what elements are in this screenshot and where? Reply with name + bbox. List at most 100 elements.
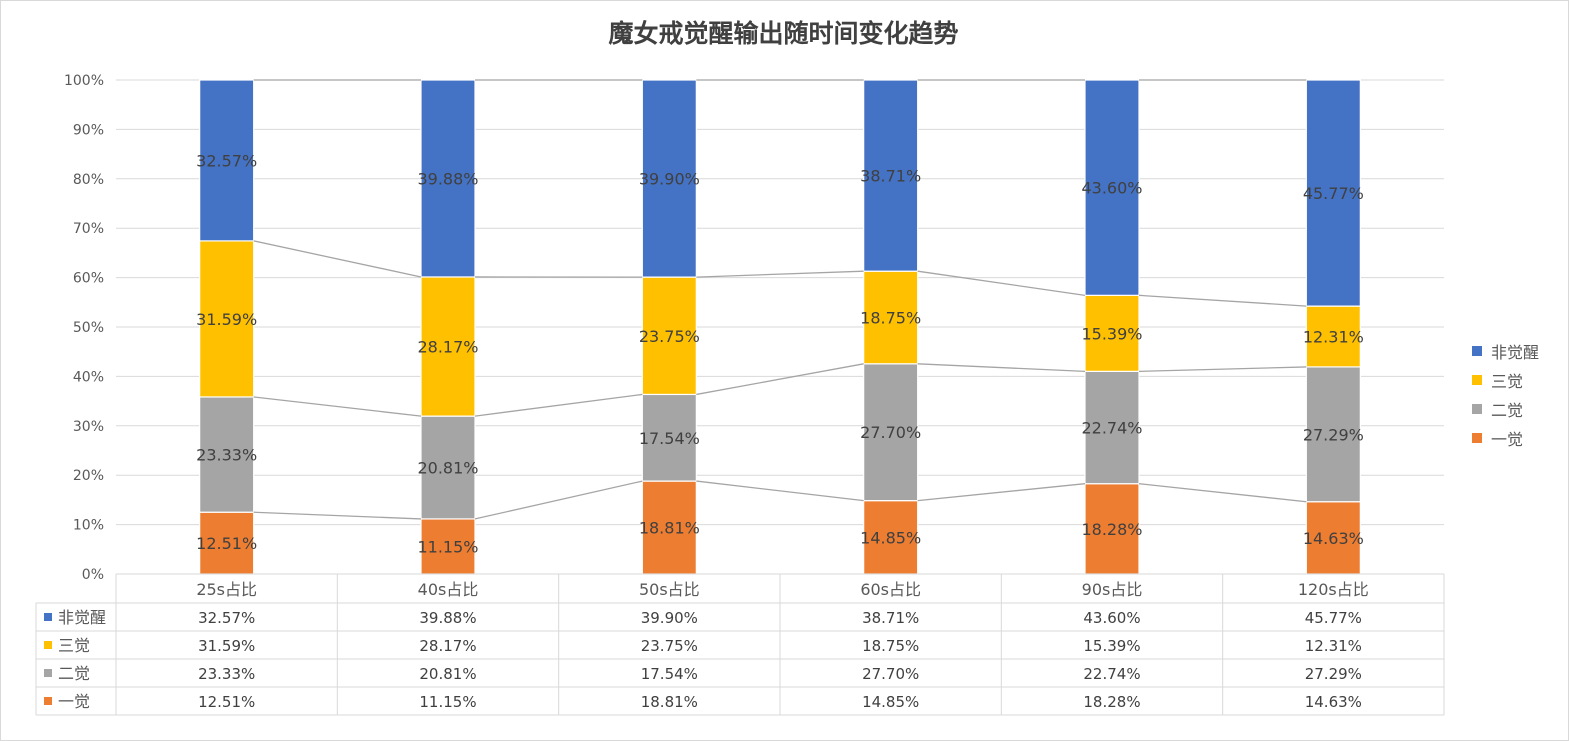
category-label: 50s占比 bbox=[639, 580, 700, 599]
legend-label: 一觉 bbox=[1491, 429, 1524, 449]
data-label: 45.77% bbox=[1303, 184, 1364, 203]
series-line bbox=[917, 483, 1086, 502]
table-cell: 14.85% bbox=[862, 693, 919, 711]
bar-segment bbox=[641, 480, 697, 575]
series-line bbox=[1138, 294, 1307, 307]
series-line bbox=[474, 480, 643, 520]
table-cell: 39.90% bbox=[641, 609, 698, 627]
bar-segment bbox=[199, 511, 255, 575]
series-line bbox=[1138, 366, 1307, 373]
legend-swatch bbox=[1472, 345, 1482, 356]
data-label: 11.15% bbox=[417, 537, 478, 556]
table-cell: 45.77% bbox=[1305, 609, 1362, 627]
legend-item: 一觉 bbox=[1472, 423, 1539, 452]
y-tick-label: 20% bbox=[73, 468, 104, 484]
category-label: 40s占比 bbox=[418, 580, 479, 599]
table-cell: 11.15% bbox=[419, 693, 476, 711]
bar-segment bbox=[641, 276, 697, 396]
data-label: 23.33% bbox=[196, 446, 257, 465]
y-tick-label: 10% bbox=[73, 518, 104, 534]
category-label: 120s占比 bbox=[1298, 580, 1369, 599]
y-tick-label: 0% bbox=[82, 567, 104, 583]
legend-label: 二觉 bbox=[1491, 400, 1524, 420]
table-row-swatch bbox=[44, 697, 52, 705]
table-cell: 23.75% bbox=[641, 637, 698, 655]
table-cell: 12.31% bbox=[1305, 637, 1362, 655]
bar-segment bbox=[1084, 370, 1140, 485]
data-label: 22.74% bbox=[1081, 419, 1142, 438]
data-label: 18.81% bbox=[639, 519, 700, 538]
table-cell: 22.74% bbox=[1083, 665, 1140, 683]
legend-item: 三觉 bbox=[1472, 365, 1539, 394]
series-line bbox=[253, 511, 422, 520]
y-tick-label: 30% bbox=[73, 419, 104, 435]
table-cell: 20.81% bbox=[419, 665, 476, 683]
series-line bbox=[917, 363, 1086, 373]
chart-legend: 非觉醒 三觉 二觉 一觉 bbox=[1472, 336, 1539, 452]
legend-label: 非觉醒 bbox=[1491, 342, 1540, 362]
table-cell: 31.59% bbox=[198, 637, 255, 655]
table-cell: 27.70% bbox=[862, 665, 919, 683]
data-label: 32.57% bbox=[196, 151, 257, 170]
bar-segment bbox=[420, 79, 476, 278]
table-row-label: 二觉 bbox=[58, 664, 90, 683]
data-label: 20.81% bbox=[417, 459, 478, 478]
series-line bbox=[474, 393, 643, 417]
table-cell: 32.57% bbox=[198, 609, 255, 627]
bar-segment bbox=[1084, 79, 1140, 296]
y-tick-label: 60% bbox=[73, 271, 104, 287]
data-label: 28.17% bbox=[417, 338, 478, 357]
legend-swatch bbox=[1472, 403, 1482, 414]
y-tick-label: 70% bbox=[73, 221, 104, 237]
table-cell: 15.39% bbox=[1083, 637, 1140, 655]
series-line bbox=[1138, 483, 1307, 503]
chart-title: 魔女戒觉醒输出随时间变化趋势 bbox=[608, 19, 959, 48]
data-label: 27.70% bbox=[860, 423, 921, 442]
y-tick-label: 90% bbox=[73, 122, 104, 138]
table-cell: 39.88% bbox=[419, 609, 476, 627]
data-label: 17.54% bbox=[639, 429, 700, 448]
series-line bbox=[696, 363, 864, 396]
table-row-swatch bbox=[44, 669, 52, 677]
series-line bbox=[253, 240, 422, 278]
y-tick-label: 80% bbox=[73, 172, 104, 188]
bar-segment bbox=[863, 270, 919, 365]
data-label: 31.59% bbox=[196, 310, 257, 329]
table-cell: 17.54% bbox=[641, 665, 698, 683]
bar-segment bbox=[641, 393, 697, 482]
data-label: 39.90% bbox=[639, 170, 700, 189]
table-row-label: 非觉醒 bbox=[58, 608, 106, 627]
table-cell: 23.33% bbox=[198, 665, 255, 683]
data-label: 23.75% bbox=[639, 327, 700, 346]
category-label: 60s占比 bbox=[860, 580, 921, 599]
y-tick-label: 50% bbox=[73, 320, 104, 336]
table-row-swatch bbox=[44, 613, 52, 621]
table-cell: 18.28% bbox=[1083, 693, 1140, 711]
category-label: 25s占比 bbox=[196, 580, 257, 599]
table-cell: 18.81% bbox=[641, 693, 698, 711]
data-label: 38.71% bbox=[860, 167, 921, 186]
bar-segment bbox=[1305, 79, 1361, 307]
legend-item: 非觉醒 bbox=[1472, 336, 1539, 365]
series-line bbox=[253, 396, 422, 417]
bar-segment bbox=[420, 276, 476, 417]
table-cell: 18.75% bbox=[862, 637, 919, 655]
y-tick-label: 40% bbox=[73, 369, 104, 385]
bar-segment bbox=[420, 518, 476, 575]
data-label: 15.39% bbox=[1081, 324, 1142, 343]
table-row-label: 三觉 bbox=[58, 636, 90, 655]
series-line bbox=[917, 270, 1086, 296]
bar-segment bbox=[420, 415, 476, 520]
legend-label: 三觉 bbox=[1491, 371, 1524, 391]
data-label: 27.29% bbox=[1303, 425, 1364, 444]
data-label: 12.31% bbox=[1303, 328, 1364, 347]
bar-segment bbox=[1084, 483, 1140, 575]
table-cell: 14.63% bbox=[1305, 693, 1362, 711]
legend-item: 二觉 bbox=[1472, 394, 1539, 423]
data-label: 14.63% bbox=[1303, 529, 1364, 548]
data-label: 43.60% bbox=[1081, 179, 1142, 198]
bar-segment bbox=[863, 500, 919, 575]
table-cell: 27.29% bbox=[1305, 665, 1362, 683]
table-cell: 38.71% bbox=[862, 609, 919, 627]
